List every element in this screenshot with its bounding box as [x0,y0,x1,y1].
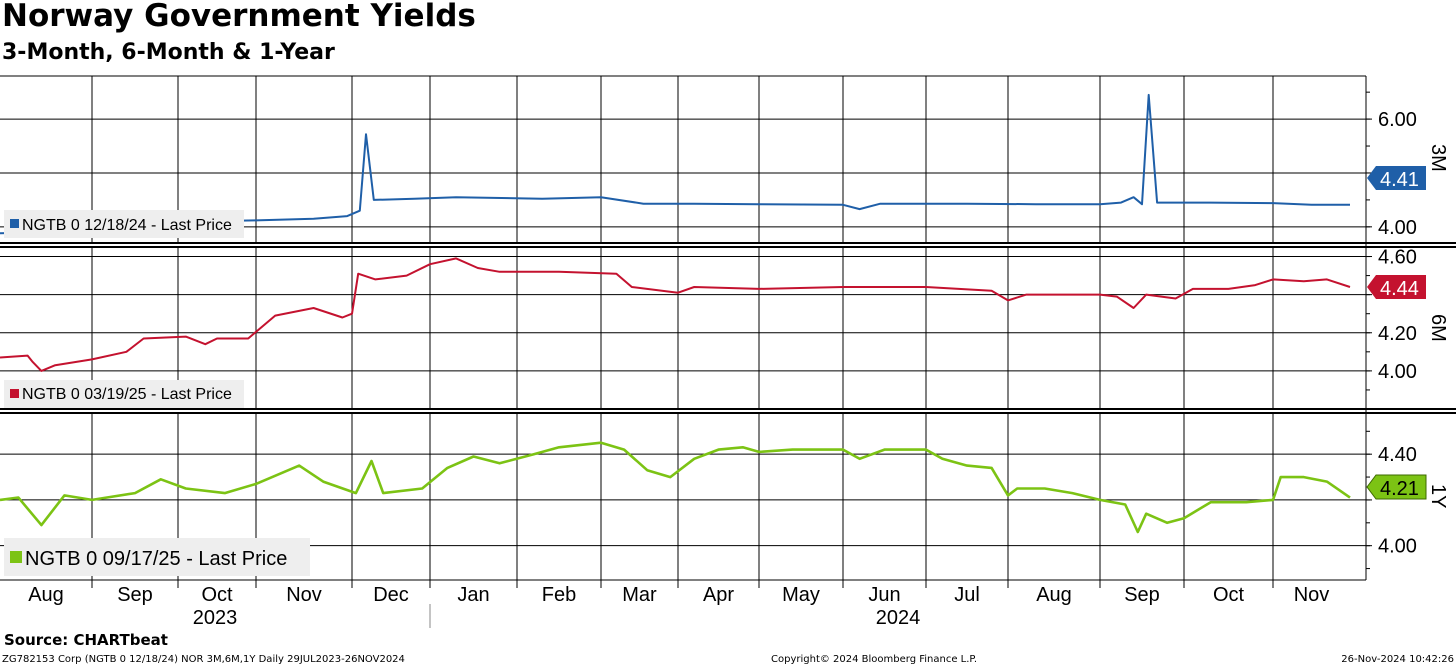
x-tick-label-11: Jul [954,584,980,606]
legend-1y-swatch [10,551,22,563]
year-label-2023: 2023 [193,607,238,629]
y-tick-label-6m-3: 4.60 [1378,247,1417,269]
horizontal-gridlines [0,91,1372,570]
x-tick-label-14: Oct [1213,584,1245,606]
badge-3m-shape [1367,166,1426,190]
footer-copyright: Copyright© 2024 Bloomberg Finance L.P. [771,654,978,665]
vertical-gridlines [91,76,1274,588]
legend-6m: NGTB 0 03/19/25 - Last Price [4,380,244,408]
legend-3m-box [4,210,244,238]
y-tick-label-6m-0: 4.00 [1378,361,1417,383]
y-tick-label-1y-0: 4.00 [1378,536,1417,558]
y-tick-label-1y-2: 4.40 [1378,444,1417,466]
panel-label-3m: 3M [1427,144,1449,172]
legend-3m: NGTB 0 12/18/24 - Last Price [4,210,244,238]
footer-timestamp: 26-Nov-2024 10:42:26 [1341,654,1454,665]
series-line-1y [0,441,1351,534]
y-tick-label-3m-0: 4.00 [1378,217,1417,239]
x-tick-label-3: Nov [286,584,322,606]
x-tick-label-1: Sep [117,584,153,606]
legend-3m-label: NGTB 0 12/18/24 - Last Price [22,217,232,234]
x-tick-label-7: Mar [622,584,657,606]
x-tick-label-9: May [782,584,820,606]
x-tick-label-12: Aug [1036,584,1072,606]
legend-6m-label: NGTB 0 03/19/25 - Last Price [22,386,232,403]
x-tick-label-2: Oct [201,584,233,606]
panel-label-1y: 1Y [1427,484,1449,508]
year-label-2024: 2024 [876,607,921,629]
legend-1y-label: NGTB 0 09/17/25 - Last Price [25,548,287,570]
y-tick-label-6m-1: 4.20 [1378,323,1417,345]
x-tick-label-10: Jun [868,584,900,606]
badge-1y: 4.21 [1366,474,1427,500]
x-tick-label-5: Jan [457,584,489,606]
footer-ticker-info: ZG782153 Corp (NGTB 0 12/18/24) NOR 3M,6… [2,654,405,665]
legend-6m-swatch [10,389,19,398]
x-tick-labels: Aug Sep Oct Nov Dec Jan Feb Mar Apr May Jun Jul Aug S… [28,584,1329,606]
x-tick-label-0: Aug [28,584,64,606]
badge-3m-value: 4.41 [1380,169,1419,191]
chart-frame [0,75,1456,628]
x-tick-label-6: Feb [542,584,576,606]
x-tick-label-4: Dec [373,584,409,606]
legend-1y-box [4,538,310,576]
legend-1y: NGTB 0 09/17/25 - Last Price [4,538,310,576]
x-tick-label-8: Apr [703,584,734,606]
panel-label-6m: 6M [1427,314,1449,342]
x-tick-label-15: Nov [1294,584,1330,606]
source-label: Source: CHARTbeat [4,631,168,649]
series-line-6m [0,257,1351,372]
badge-1y-value: 4.21 [1380,478,1419,500]
badge-6m-value: 4.44 [1380,278,1419,300]
chart-subtitle: 3-Month, 6-Month & 1-Year [2,40,335,65]
legend-3m-swatch [10,219,19,228]
badge-6m: 4.44 [1367,275,1426,300]
series-layer [0,93,1351,534]
badge-1y-shape [1366,474,1427,500]
y-tick-label-3m-2: 6.00 [1378,109,1417,131]
x-tick-label-13: Sep [1124,584,1160,606]
badge-6m-shape [1367,275,1426,299]
legend-6m-box [4,380,244,408]
chart-title: Norway Government Yields [2,0,476,34]
badge-3m: 4.41 [1367,166,1426,191]
